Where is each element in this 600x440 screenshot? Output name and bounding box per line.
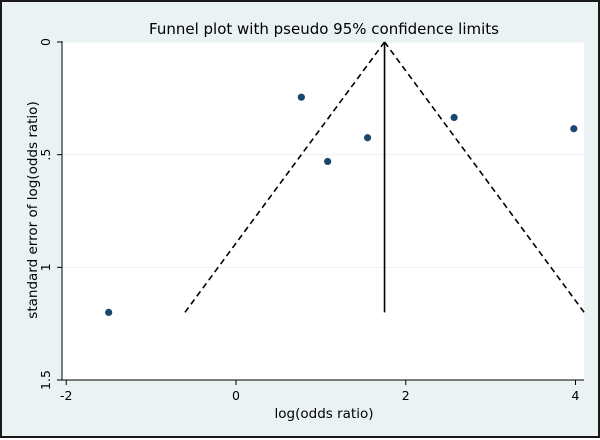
y-tick-label-2: 1 xyxy=(38,263,53,271)
data-point-2 xyxy=(324,157,332,166)
data-point-4 xyxy=(450,113,458,122)
chart-title: Funnel plot with pseudo 95% confidence l… xyxy=(149,20,499,38)
x-axis-title: log(odds ratio) xyxy=(275,406,374,422)
data-point-0 xyxy=(105,308,113,316)
data-points xyxy=(105,93,578,316)
data-point-1 xyxy=(297,93,305,101)
upper-confidence-limit-line xyxy=(383,41,585,313)
axes: 0 .5 1 1.5 -2 0 2 4 xyxy=(38,38,584,403)
plot-area xyxy=(62,42,584,380)
data-point-5 xyxy=(570,125,578,133)
y-tick-label-0: 0 xyxy=(38,38,53,46)
y-tick-label-3: 1.5 xyxy=(38,370,53,390)
x-tick-label-0: -2 xyxy=(60,388,72,403)
data-point-3 xyxy=(363,134,372,142)
y-tick-label-1: .5 xyxy=(38,149,53,161)
funnel-lines xyxy=(184,41,585,313)
x-tick-label-2: 2 xyxy=(402,388,410,403)
y-axis-title: standard error of log(odds ratio) xyxy=(25,101,41,318)
x-tick-label-3: 4 xyxy=(572,388,580,403)
lower-confidence-limit-line xyxy=(184,41,386,313)
x-tick-label-1: 0 xyxy=(232,388,240,403)
